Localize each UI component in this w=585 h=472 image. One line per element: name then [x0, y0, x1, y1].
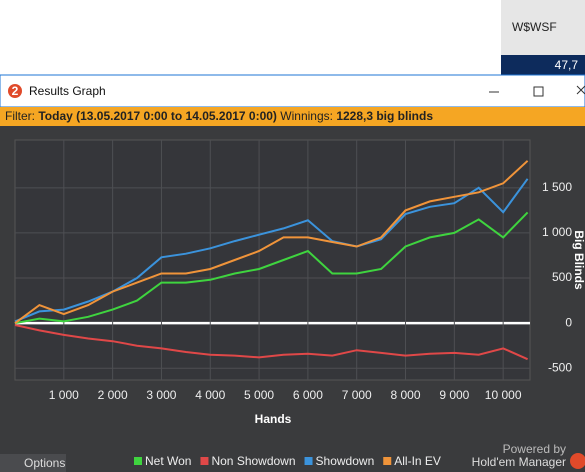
maximize-button[interactable]	[533, 86, 544, 97]
brand: Hold'em Manager	[472, 455, 566, 469]
options-button[interactable]	[0, 454, 66, 472]
legend-swatch	[200, 457, 209, 465]
filter-value: Today (13.05.2017 0:00 to 14.05.2017 0:0…	[38, 109, 277, 123]
window-title: Results Graph	[29, 84, 106, 98]
series-line	[14, 178, 529, 323]
winnings-value: 1228,3 big blinds	[336, 109, 433, 123]
plot-area	[14, 139, 531, 381]
brand-logo	[570, 453, 585, 469]
x-tick-label: 2 000	[98, 388, 128, 402]
y-tick-label: 500	[552, 270, 572, 284]
x-tick-label: 8 000	[391, 388, 421, 402]
y-axis-label: Big Blinds	[572, 230, 585, 290]
filter-label: Filter:	[5, 109, 35, 123]
x-tick-label: 5 000	[244, 388, 274, 402]
y-tick-label: -500	[548, 360, 572, 374]
hud-value-box	[501, 55, 585, 75]
winnings-label: Winnings:	[280, 109, 333, 123]
series-line	[14, 211, 529, 325]
app-icon	[8, 84, 22, 98]
legend-swatch	[383, 457, 392, 465]
legend-swatch	[304, 457, 313, 465]
x-tick-label: 4 000	[195, 388, 225, 402]
x-tick-label: 3 000	[146, 388, 176, 402]
close-button[interactable]	[576, 85, 585, 95]
legend-label: Net Won	[145, 454, 191, 468]
legend-swatch	[134, 457, 142, 465]
series-line	[14, 324, 529, 361]
options-label: Options	[24, 456, 65, 470]
x-axis-label: Hands	[255, 412, 292, 426]
x-tick-label: 10 000	[485, 388, 522, 402]
x-tick-label: 9 000	[439, 388, 469, 402]
hud-stat: W$WSF	[512, 20, 557, 34]
legend-label: Non Showdown	[211, 454, 295, 468]
title-bar	[0, 74, 585, 108]
y-tick-label: 1 000	[542, 225, 572, 239]
app-icon-label: 2	[12, 84, 19, 98]
hud-value: 47,7	[555, 58, 579, 72]
filter-bar	[0, 107, 585, 126]
legend-label: Showdown	[316, 454, 375, 468]
filter-text: Filter: Today (13.05.2017 0:00 to 14.05.…	[5, 109, 433, 123]
hud-box	[501, 0, 585, 55]
series-line	[14, 160, 529, 325]
y-tick-label: 0	[565, 315, 572, 329]
powered-by: Powered by	[503, 442, 566, 456]
desktop	[0, 0, 585, 75]
x-tick-label: 7 000	[342, 388, 372, 402]
x-tick-label: 6 000	[293, 388, 323, 402]
legend-label: All-In EV	[394, 454, 441, 468]
x-tick-label: 1 000	[49, 388, 79, 402]
y-tick-label: 1 500	[542, 180, 572, 194]
